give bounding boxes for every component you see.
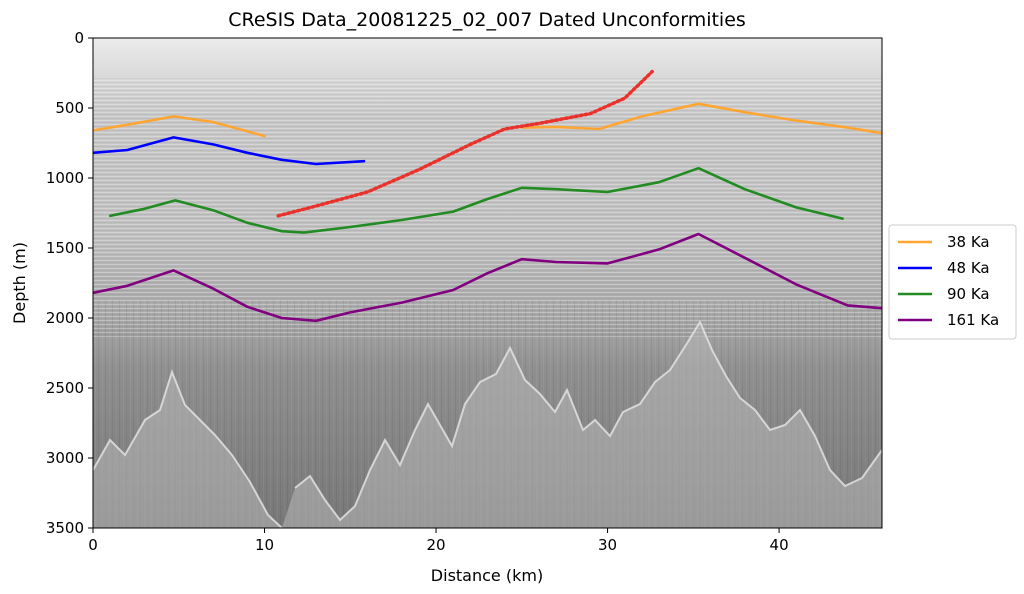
series-line-161-ka — [93, 232, 882, 323]
x-axis-label: Distance (km) — [431, 566, 543, 585]
legend-label-161-ka: 161 Ka — [947, 311, 999, 329]
y-tick-label: 3000 — [46, 449, 84, 467]
series-line-90-ka — [108, 166, 844, 234]
y-axis-label: Depth (m) — [10, 242, 29, 324]
y-tick-label: 2000 — [46, 309, 84, 327]
radar-echogram-background — [93, 38, 882, 528]
y-tick-label: 1500 — [46, 239, 84, 257]
legend-label-38-ka: 38 Ka — [947, 233, 990, 251]
x-tick-label: 10 — [255, 536, 274, 554]
y-tick-label: 3500 — [46, 519, 84, 537]
bedrock-reflection — [93, 322, 882, 528]
x-tick-label: 0 — [88, 536, 98, 554]
legend-label-90-ka: 90 Ka — [947, 285, 990, 303]
series-line-48-ka — [93, 136, 366, 166]
y-tick-label: 1000 — [46, 169, 84, 187]
x-tick-label: 30 — [598, 536, 617, 554]
x-tick-label: 20 — [426, 536, 445, 554]
plot-frame — [92, 37, 883, 529]
series-line-38-ka-segment-2 — [520, 102, 882, 135]
chart-title: CReSIS Data_20081225_02_007 Dated Unconf… — [228, 9, 746, 31]
y-tick-label: 0 — [74, 29, 84, 47]
y-tick-label: 500 — [55, 99, 84, 117]
x-tick-label: 40 — [770, 536, 789, 554]
legend: 38 Ka 48 Ka 90 Ka 161 Ka — [888, 224, 1017, 340]
legend-label-48-ka: 48 Ka — [947, 259, 990, 277]
y-tick-label: 2500 — [46, 379, 84, 397]
series-line-38-ka — [93, 115, 266, 138]
series-line-unlabeled-dotted-red-trace — [276, 69, 654, 218]
